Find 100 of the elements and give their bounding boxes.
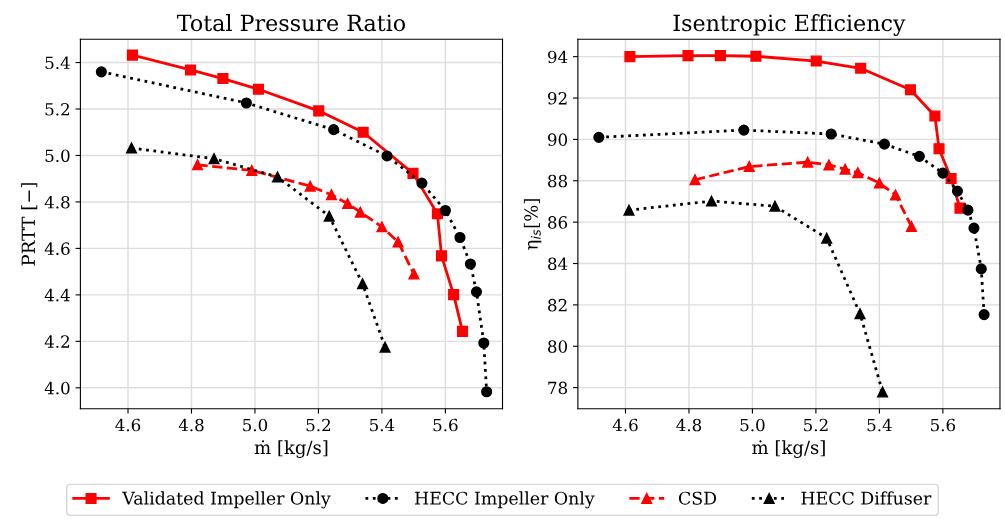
point	[929, 110, 941, 122]
point	[313, 105, 325, 117]
point	[623, 204, 635, 216]
point	[743, 160, 755, 173]
point	[689, 174, 701, 186]
point	[878, 138, 891, 150]
point	[376, 221, 388, 233]
x-tick-label: 5.4	[867, 418, 892, 432]
point	[354, 206, 366, 218]
point	[356, 278, 369, 290]
point	[407, 167, 419, 179]
point	[825, 128, 837, 140]
point	[217, 73, 229, 85]
point	[191, 159, 204, 171]
point	[855, 62, 867, 74]
y-tick-label: 94	[547, 50, 568, 64]
x-tick-label: 4.6	[612, 418, 638, 432]
point	[271, 171, 284, 183]
point	[978, 309, 990, 321]
x-axis-title: ṁ [kg/s]	[254, 440, 328, 458]
point	[454, 231, 466, 244]
y-tick-label: 4.2	[44, 335, 70, 348]
point	[951, 185, 964, 197]
point	[208, 153, 220, 165]
legend-label: CSD	[678, 491, 717, 505]
y-tick-label: 4.4	[44, 288, 70, 302]
point	[381, 150, 393, 162]
chart-title: Total Pressure Ratio	[176, 14, 406, 32]
legend-label: HECC Impeller Only	[415, 491, 595, 509]
point	[439, 204, 451, 217]
y-tick-label: 80	[548, 340, 568, 353]
point	[821, 232, 833, 244]
point	[852, 167, 864, 179]
point	[593, 131, 605, 143]
y-tick-label: 90	[547, 133, 568, 146]
point	[481, 386, 493, 398]
point	[184, 64, 197, 76]
x-tick-label: 5.0	[243, 418, 268, 432]
point	[905, 220, 917, 233]
x-tick-label: 5.2	[804, 418, 828, 432]
point	[682, 50, 694, 62]
point	[705, 195, 718, 207]
y-tick-label: 86	[548, 216, 568, 229]
y-tick-label: 88	[548, 174, 568, 188]
y-tick-label: 78	[548, 381, 568, 395]
point	[810, 55, 822, 67]
x-tick-label: 5.6	[931, 418, 956, 432]
point	[416, 177, 428, 189]
x-tick-label: 4.8	[178, 418, 204, 432]
point	[328, 124, 340, 136]
point	[240, 97, 252, 109]
point	[933, 143, 945, 155]
point	[937, 167, 949, 179]
chart-title: Isentropic Efficiency	[673, 14, 906, 36]
y-tick-label: 5.0	[45, 149, 70, 163]
legend-label: HECC Diffuser	[801, 491, 932, 505]
point	[478, 337, 490, 349]
y-tick-label: 5.2	[45, 102, 70, 116]
y-tick-label: 92	[547, 92, 567, 105]
y-tick-label: 84	[548, 257, 568, 271]
x-tick-label: 5.4	[370, 418, 395, 432]
y-tick-label: 5.4	[45, 56, 70, 70]
point	[252, 83, 264, 95]
point	[839, 163, 851, 175]
point	[854, 308, 866, 320]
point	[624, 51, 636, 63]
point	[456, 325, 469, 337]
point	[975, 263, 987, 275]
y-axis-title: PRTT [−]	[21, 183, 38, 266]
point	[904, 84, 917, 96]
point	[470, 286, 483, 298]
point	[246, 164, 258, 176]
point	[342, 198, 354, 210]
x-tick-label: 5.2	[306, 418, 331, 432]
x-axis-title: ṁ [kg/s]	[752, 440, 825, 458]
point	[408, 268, 420, 280]
point	[323, 210, 335, 222]
y-tick-label: 4.8	[44, 195, 70, 209]
point	[802, 156, 814, 168]
point	[823, 159, 835, 171]
point	[962, 204, 974, 216]
y-tick-label: 4.0	[44, 381, 70, 395]
point	[125, 142, 138, 154]
point	[392, 236, 404, 248]
y-axis-title: η$_{is}$[%]	[523, 199, 542, 250]
point	[750, 50, 762, 62]
point	[890, 189, 902, 201]
point	[769, 200, 781, 212]
x-tick-label: 5.0	[740, 418, 765, 432]
x-tick-label: 5.6	[433, 418, 458, 432]
x-tick-label: 4.8	[676, 418, 702, 432]
point	[464, 258, 477, 270]
point	[714, 50, 726, 62]
point	[304, 180, 316, 192]
point	[95, 66, 107, 78]
point	[448, 289, 460, 301]
point	[876, 386, 889, 398]
point	[873, 177, 885, 189]
point	[738, 124, 750, 136]
point	[325, 189, 337, 201]
